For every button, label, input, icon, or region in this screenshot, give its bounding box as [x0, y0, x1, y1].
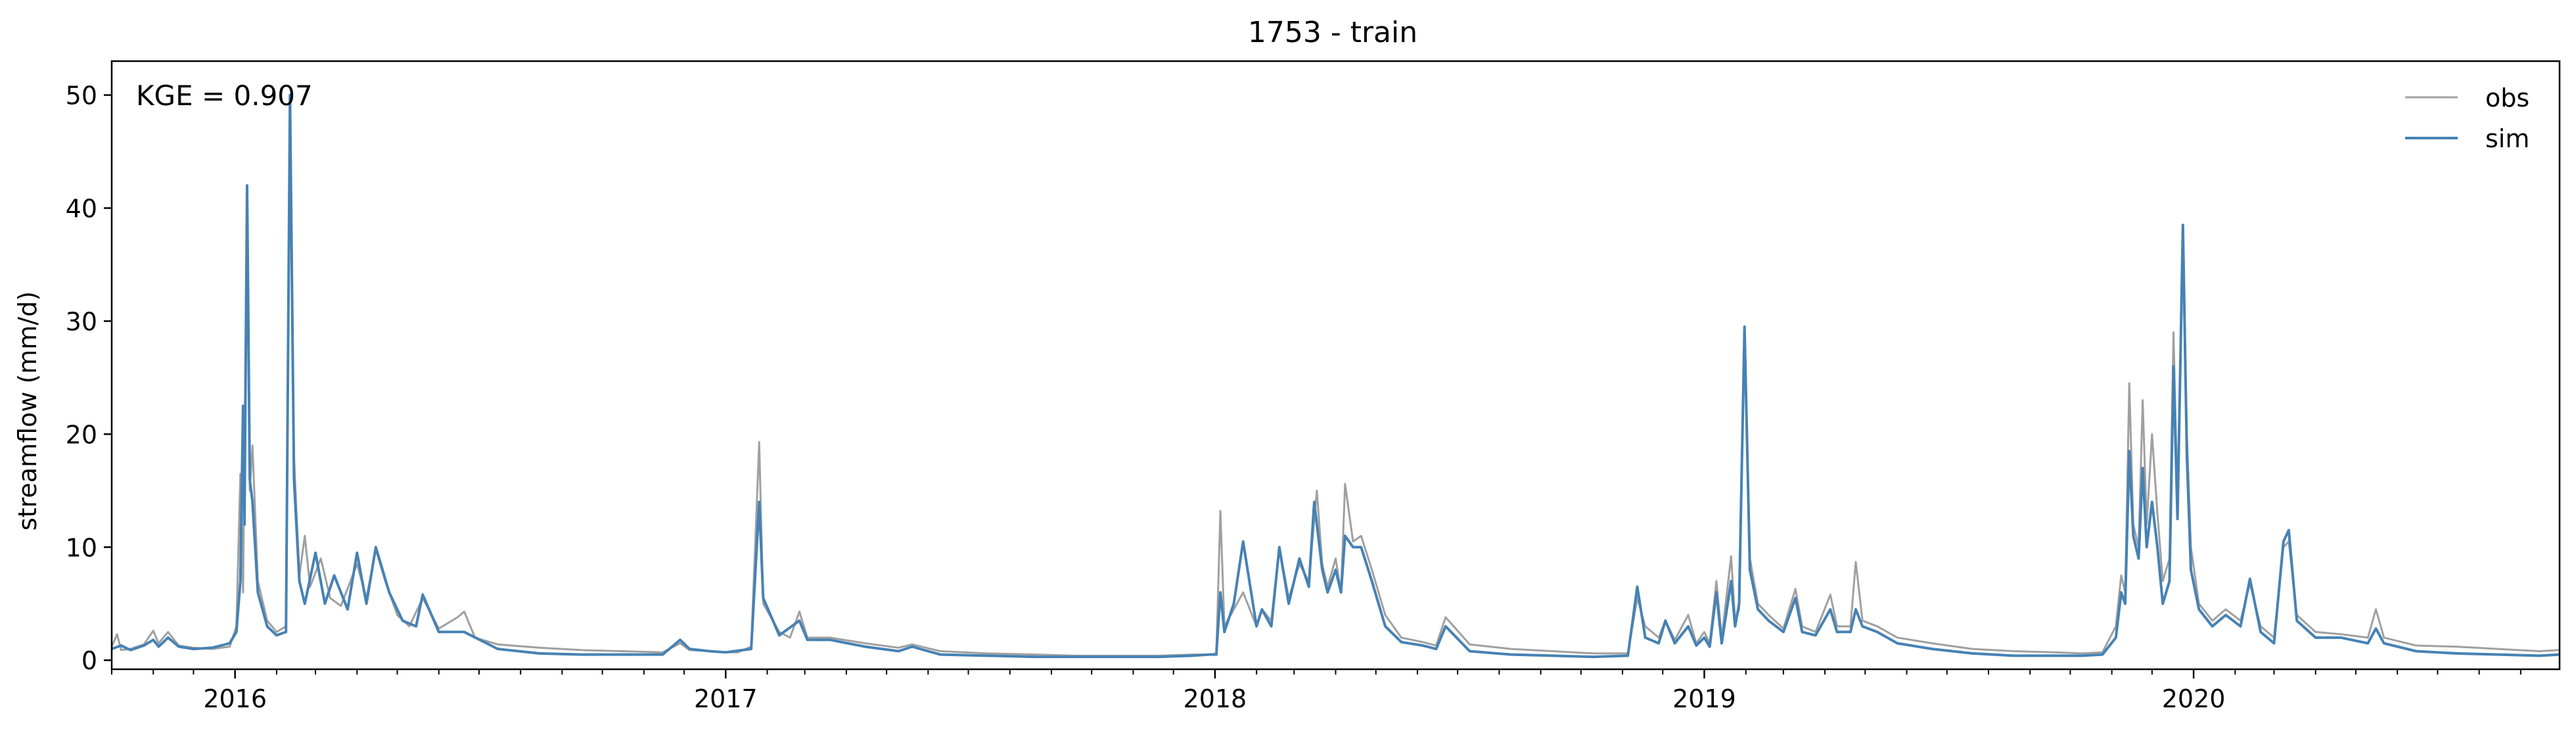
y-tick-label: 40: [66, 195, 97, 224]
x-tick-label: 2016: [203, 684, 267, 713]
x-tick-label: 2017: [694, 684, 758, 713]
axes-layer: 0 10 20 30 40 50 2016 2017 2018 2019 2020: [66, 82, 2521, 713]
y-tick-label: 20: [66, 420, 97, 449]
x-tick-label: 2020: [2162, 684, 2226, 713]
series-layer: [110, 93, 2560, 659]
kge-annotation: KGE = 0.907: [136, 80, 313, 112]
y-tick-label: 50: [66, 82, 97, 110]
y-axis-label: streamflow (mm/d): [13, 291, 42, 531]
chart-title: 1753 - train: [1248, 16, 1417, 49]
legend-sim-label: sim: [2485, 124, 2529, 153]
x-tick-label: 2018: [1184, 684, 1247, 713]
legend: obs sim: [2405, 83, 2529, 153]
y-tick-label: 30: [66, 307, 97, 336]
x-tick-label: 2019: [1672, 684, 1736, 713]
y-tick-label: 0: [81, 646, 97, 675]
y-tick-label: 10: [66, 533, 97, 562]
plot-frame: [110, 60, 2561, 671]
legend-obs-label: obs: [2485, 83, 2529, 112]
series-line-sim: [111, 93, 2560, 659]
